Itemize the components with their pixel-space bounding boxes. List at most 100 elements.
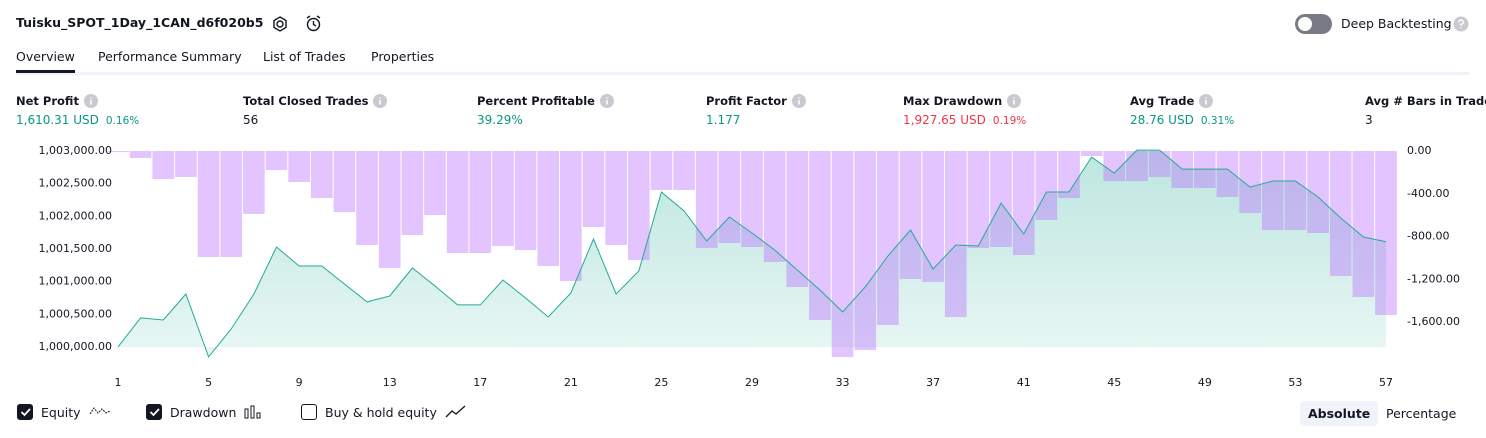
metric-label-row: Percent Profitable — [477, 94, 614, 108]
metric: Profit Factor 1.177 — [706, 94, 806, 127]
x-tick-label: 29 — [745, 376, 759, 389]
x-tick-label: 17 — [473, 376, 487, 389]
y-tick-label: 1,002,000.00 — [39, 209, 112, 222]
x-tick-label: 49 — [1198, 376, 1212, 389]
y2-tick-label: -1,600.00 — [1407, 315, 1460, 328]
checkbox[interactable] — [17, 404, 33, 420]
tab[interactable]: Properties — [371, 49, 435, 64]
deep-backtesting-toggle[interactable] — [1295, 14, 1332, 34]
check-mark — [149, 408, 160, 417]
strategy-title: Tuisku_SPOT_1Day_1CAN_d6f020b5 — [16, 15, 264, 30]
metric-label-row: Avg Trade — [1130, 94, 1234, 108]
drawdown-bar — [446, 151, 469, 253]
metric-value-row: 28.76 USD 0.31% — [1130, 113, 1234, 127]
legend-icon — [89, 407, 110, 415]
drawdown-bar — [718, 151, 741, 244]
x-tick-label: 21 — [564, 376, 578, 389]
x-tick-label: 33 — [836, 376, 850, 389]
checkbox[interactable] — [301, 404, 317, 420]
tab-separator — [16, 72, 1470, 75]
metric-label-row: Max Drawdown — [903, 94, 1026, 108]
drawdown-bar — [378, 151, 401, 268]
drawdown-bar — [741, 151, 763, 248]
metric-value-row: 1,610.31 USD 0.16% — [16, 113, 139, 127]
metric-label: Net Profit — [16, 94, 79, 108]
checkbox[interactable] — [146, 404, 162, 420]
y2-tick-label: -800.00 — [1407, 230, 1449, 243]
tab[interactable]: List of Trades — [263, 49, 346, 64]
metric: Avg # Bars in Trades 3 — [1365, 94, 1486, 127]
y2-tick-label: 0.00 — [1407, 144, 1432, 157]
legend-label: Buy & hold equity — [325, 404, 437, 420]
equity-line — [117, 149, 1387, 358]
x-tick-label: 45 — [1107, 376, 1121, 389]
drawdown-bar — [877, 151, 899, 326]
drawdown-bar — [1103, 151, 1126, 182]
legend-label: Equity — [41, 404, 81, 420]
drawdown-bar — [650, 151, 673, 191]
metric-value: 1,610.31 USD — [16, 113, 99, 127]
settings-icon[interactable] — [271, 15, 289, 33]
drawdown-bar — [831, 151, 854, 358]
drawdown-bar — [1035, 151, 1058, 220]
metric-value-row: 39.29% — [477, 113, 614, 127]
metric-value: 1.177 — [706, 113, 741, 127]
x-tick-label: 5 — [205, 376, 212, 389]
alert-icon[interactable] — [304, 14, 323, 33]
y-tick-label: 1,003,000.00 — [39, 144, 112, 157]
legend-item[interactable]: Equity — [17, 404, 111, 420]
metric-label-row: Profit Factor — [706, 94, 806, 108]
y-tick-label: 1,000,500.00 — [39, 307, 112, 320]
drawdown-bar — [333, 151, 356, 213]
legend-item[interactable]: Buy & hold equity — [301, 404, 467, 420]
metric-label-row: Avg # Bars in Trades — [1365, 94, 1486, 108]
drawdown-bar — [854, 151, 877, 351]
x-tick-label: 57 — [1379, 376, 1393, 389]
metric-value: 1,927.65 USD — [903, 113, 986, 127]
drawdown-bar — [1216, 151, 1239, 197]
drawdown-bar — [220, 151, 243, 258]
y-tick-label: 1,001,000.00 — [39, 275, 112, 288]
tab[interactable]: Overview — [16, 49, 75, 73]
metric-value: 56 — [243, 113, 259, 127]
metric-label: Profit Factor — [706, 94, 787, 108]
y-tick-label: 1,000,000.00 — [39, 340, 112, 353]
y2-tick-label: -400.00 — [1407, 187, 1449, 200]
drawdown-bar — [1239, 151, 1261, 214]
drawdown-bar — [1352, 151, 1375, 298]
legend-item[interactable]: Drawdown — [146, 404, 266, 420]
info-icon — [791, 94, 806, 108]
drawdown-bar — [967, 151, 990, 248]
legend-icon — [244, 405, 261, 419]
drawdown-bar — [514, 151, 537, 250]
y2-tick-label: -1,200.00 — [1407, 272, 1460, 285]
drawdown-bar — [1080, 151, 1103, 157]
view-button[interactable]: Percentage — [1386, 406, 1457, 421]
x-tick-label: 9 — [296, 376, 303, 389]
drawdown-bar — [944, 151, 967, 318]
drawdown-bar — [152, 151, 175, 180]
drawdown-bar — [1375, 151, 1397, 315]
metric-value: 39.29% — [477, 113, 523, 127]
metric-value: 3 — [1365, 113, 1373, 127]
legend-label: Drawdown — [170, 404, 237, 420]
drawdown-bar — [1126, 151, 1148, 182]
x-tick-label: 13 — [383, 376, 397, 389]
drawdown-bar — [763, 151, 786, 262]
drawdown-bar — [265, 151, 288, 171]
drawdown-bar — [356, 151, 378, 245]
help-icon[interactable] — [1453, 16, 1469, 32]
drawdown-bar — [582, 151, 605, 228]
x-tick-label: 1 — [115, 376, 122, 389]
toggle-label: Deep Backtesting — [1341, 16, 1452, 31]
info-icon — [373, 94, 388, 108]
metric: Avg Trade 28.76 USD 0.31% — [1130, 94, 1234, 127]
metric-percent: 0.31% — [1200, 115, 1235, 127]
metric-label: Total Closed Trades — [243, 94, 369, 108]
metric-label: Percent Profitable — [477, 94, 595, 108]
metric-percent: 0.16% — [105, 115, 140, 127]
view-button[interactable]: Absolute — [1300, 401, 1379, 426]
tab[interactable]: Performance Summary — [98, 49, 242, 64]
drawdown-bar — [627, 151, 650, 261]
info-icon — [1007, 94, 1022, 108]
